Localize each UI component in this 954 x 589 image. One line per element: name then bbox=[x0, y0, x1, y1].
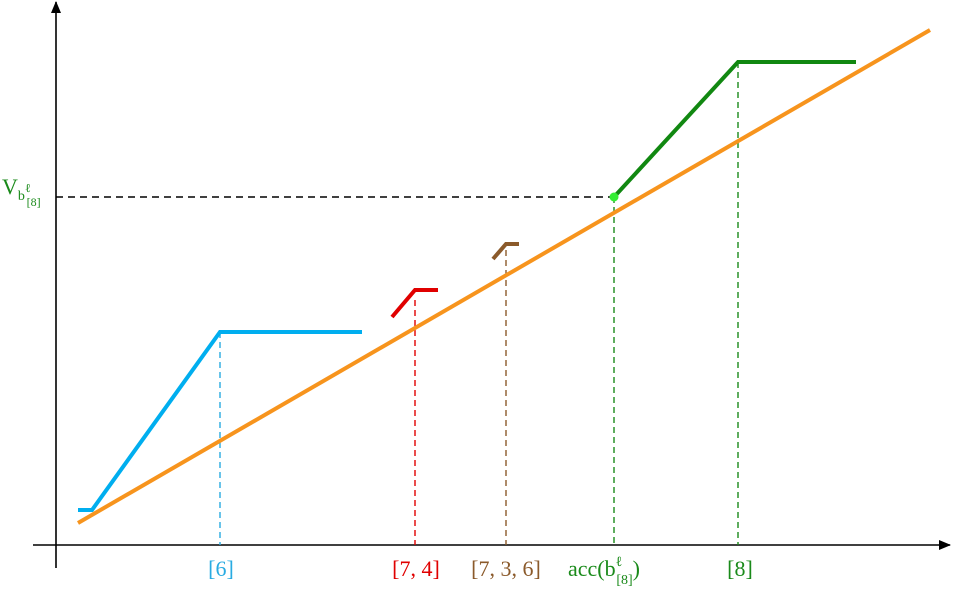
v-base: V bbox=[2, 174, 18, 199]
intersection-dot bbox=[609, 192, 619, 202]
curve-74 bbox=[390, 288, 438, 319]
label-736: [7, 3, 6] bbox=[471, 556, 541, 581]
v-sub: b bbox=[18, 189, 25, 204]
acc-sub: [8] bbox=[616, 573, 632, 588]
label-6: [6] bbox=[208, 556, 234, 581]
label-v: Vbℓ [8] bbox=[2, 174, 41, 209]
acc-sup: ℓ bbox=[616, 555, 623, 570]
curve-8 bbox=[612, 60, 856, 199]
orange-line bbox=[76, 28, 932, 525]
curve-736 bbox=[491, 242, 519, 261]
curve-6 bbox=[78, 330, 362, 512]
acc-base: acc(b bbox=[568, 556, 616, 581]
label-8: [8] bbox=[727, 556, 753, 581]
v-subsub: [8] bbox=[27, 195, 41, 209]
v-subsup: ℓ bbox=[25, 181, 31, 195]
label-74: [7, 4] bbox=[392, 556, 440, 581]
acc-close: ) bbox=[633, 556, 640, 581]
label-acc: acc(bℓ [8]) bbox=[568, 555, 640, 588]
